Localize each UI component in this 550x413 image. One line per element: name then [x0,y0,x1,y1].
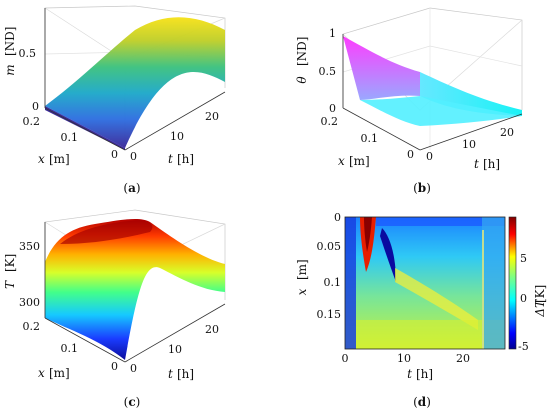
hot-spike-core [364,217,372,252]
b-x-label-sym: x [338,154,345,168]
c-x-label-sym: x [38,366,45,380]
c-z-tick-350: 350 [19,240,40,253]
b-t-tick-20: 20 [500,126,514,139]
panel-b-surface-front [343,36,420,100]
c-z-tick-300: 300 [19,296,40,309]
b-t-tick-10: 10 [462,138,476,151]
c-t-label-sym: t [168,367,173,381]
panel-a-text: 0.5 0 m [ND] 0.2 0.1 0 x [m] 0 10 20 t [… [3,27,219,195]
warm-diagonal [395,268,478,330]
panel-a-axes [44,8,226,151]
panel-c [44,209,226,363]
a-t-tick-0: 0 [130,150,137,163]
a-x-tick-0.2: 0.2 [23,115,41,128]
right-cold-column [482,217,505,349]
panel-a-surface-bottom [45,106,125,150]
a-z-tick-0.5: 0.5 [19,47,37,60]
c-caption: (c) [124,395,141,409]
b-t-tick-0: 0 [426,150,433,163]
b-caption-letter: b [418,181,426,195]
b-x-tick-0: 0 [407,148,414,161]
c-z-label-unit: [K] [3,254,17,272]
yellow-bottom [356,320,505,349]
panel-b-text: 1 0.5 0 θ [ND] 0.2 0.1 0 x [m] 0 10 20 t… [295,27,514,195]
b-caption: (b) [413,181,431,195]
d-y-tick-0.05: 0.05 [317,240,342,253]
b-z-label-sym: θ [295,76,309,84]
panel-d-features [345,217,505,349]
b-t-label-unit: [h] [483,157,500,171]
d-x-tick-20: 20 [456,352,470,365]
d-cbar-label-sym: ΔT [533,299,547,318]
c-x-label-unit: [m] [49,366,70,380]
panel-b-axes [342,34,523,151]
panel-d-colorbar [508,216,517,350]
panel-d-text: 0 0.05 0.1 0.15 x [m] 0 10 20 t [h] 5 0 … [295,211,547,409]
a-x-tick-0: 0 [111,148,118,161]
b-x-tick-0.2: 0.2 [321,115,339,128]
panel-c-text: 350 300 T [K] 0.2 0.1 0 x [m] 0 10 20 t … [3,240,219,409]
a-z-tick-0: 0 [32,100,39,113]
d-x-label-unit: [h] [416,367,433,381]
d-y-tick-0.15: 0.15 [317,308,342,321]
a-x-label-unit: [m] [49,152,70,166]
a-t-label-unit: [h] [177,152,194,166]
c-t-tick-0: 0 [130,362,137,375]
a-z-label-unit: [ND] [3,27,17,56]
d-cbar-tick-5: 5 [520,252,527,265]
d-x-tick-0: 0 [342,352,349,365]
panel-c-axes [44,222,226,363]
b-x-tick-0.1: 0.1 [361,132,379,145]
a-t-label-sym: t [168,152,173,166]
d-y-tick-0.1: 0.1 [324,276,342,289]
a-t-tick-10: 10 [170,130,184,143]
panel-c-hot-ridge [60,220,153,244]
d-caption: (d) [413,395,431,409]
cold-streak [380,228,396,282]
panel-a-surface [45,17,225,149]
c-t-tick-10: 10 [168,343,182,356]
d-x-tick-10: 10 [397,352,411,365]
panel-b-surface-underside [360,96,522,126]
a-t-tick-20: 20 [205,110,219,123]
a-z-label-sym: m [3,64,17,75]
b-x-label-unit: [m] [349,154,370,168]
d-cbar-tick-neg5: -5 [518,340,529,353]
c-t-tick-20: 20 [205,323,219,336]
a-x-label-sym: x [38,152,45,166]
c-z-label-sym: T [3,280,17,289]
d-y-tick-0: 0 [334,211,341,224]
d-y-label-sym: x [295,288,309,295]
a-x-tick-0.1: 0.1 [61,131,79,144]
cold-band-left [345,217,356,349]
c-x-tick-0.2: 0.2 [23,320,41,333]
d-cbar-label-unit: [K] [533,285,547,303]
b-z-tick-0: 0 [329,102,336,115]
blue-top-strip [376,217,505,226]
b-t-label-sym: t [474,157,479,171]
a-caption: (a) [123,181,140,195]
b-z-tick-0.5: 0.5 [319,65,337,78]
c-caption-letter: c [128,395,135,409]
d-cbar-tick-0: 0 [520,292,527,305]
d-y-label-unit: [m] [295,259,309,280]
b-z-label-unit: [ND] [295,37,309,66]
a-caption-letter: a [128,181,136,195]
panel-d-plot-frame [344,216,506,350]
vertical-line [482,230,484,349]
panel-c-surface [45,218,225,360]
c-x-tick-0: 0 [111,360,118,373]
d-caption-letter: d [418,395,427,409]
b-z-tick-1: 1 [329,27,336,40]
panel-d [344,216,517,350]
panel-a [44,5,226,151]
c-t-label-unit: [h] [177,367,194,381]
c-x-tick-0.1: 0.1 [61,342,79,355]
panel-b [342,7,523,151]
d-x-label-sym: t [407,367,412,381]
